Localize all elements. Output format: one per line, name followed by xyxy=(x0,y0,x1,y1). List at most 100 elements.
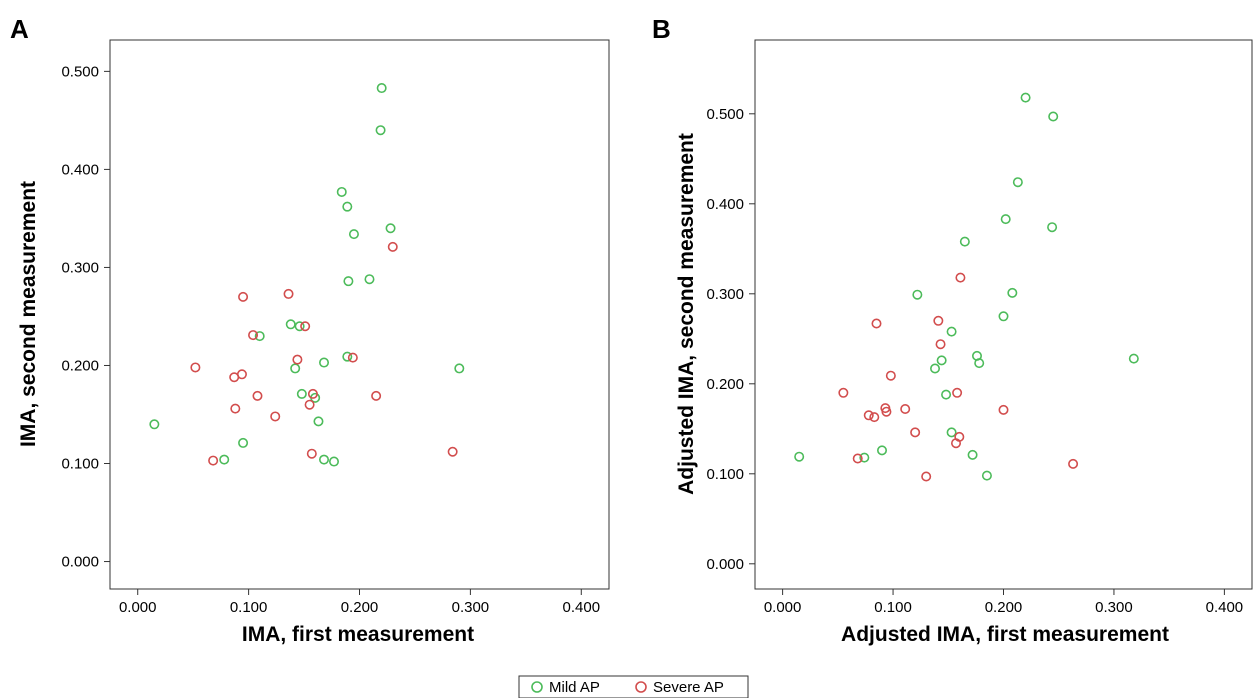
panel-a-point-mild-ap xyxy=(319,454,330,465)
panel-b-point-mild-ap xyxy=(998,311,1009,322)
panel-a-point-mild-ap xyxy=(290,363,301,374)
panel-b-point-mild-ap xyxy=(946,326,957,337)
panel-a-points xyxy=(149,83,465,467)
panel-a-point-severe-ap xyxy=(238,291,249,302)
panel-b-point-severe-ap xyxy=(955,272,966,283)
panel-a-y-axis-title: IMA, second measurement xyxy=(17,181,40,447)
panel-b-y-tick-label: 0.100 xyxy=(706,466,744,483)
panel-b-letter: B xyxy=(652,14,671,44)
panel-a-point-mild-ap xyxy=(285,319,296,330)
panel-b-x-tick-label: 0.200 xyxy=(985,599,1023,616)
panel-a-point-severe-ap xyxy=(387,241,398,252)
panel-b-point-mild-ap xyxy=(974,358,985,369)
panel-b-point-mild-ap xyxy=(1128,353,1139,364)
panel-a-point-mild-ap xyxy=(219,454,230,465)
panel-b-x-tick-label: 0.400 xyxy=(1206,599,1244,616)
panel-a-point-mild-ap xyxy=(254,331,265,342)
panel-a-point-severe-ap xyxy=(190,362,201,373)
panel-b-point-mild-ap xyxy=(1020,92,1031,103)
panel-a-x-tick-label: 0.200 xyxy=(341,599,379,616)
panel-a-point-mild-ap xyxy=(313,416,324,427)
panel-a-y-ticks: 0.000 0.100 0.200 0.300 0.400 0.500 xyxy=(61,63,110,571)
panel-b-point-mild-ap xyxy=(794,451,805,462)
panel-b-point-mild-ap xyxy=(1048,111,1059,122)
panel-b-points xyxy=(794,92,1139,482)
panel-a-point-severe-ap xyxy=(230,403,241,414)
panel-a-point-severe-ap xyxy=(347,352,358,363)
panel-a-point-severe-ap xyxy=(283,288,294,299)
panel-b-y-tick-label: 0.000 xyxy=(706,556,744,573)
panel-a-point-mild-ap xyxy=(385,223,396,234)
panel-b-y-tick-label: 0.200 xyxy=(706,376,744,393)
panel-b-x-tick-label: 0.000 xyxy=(764,599,802,616)
panel-a-point-mild-ap xyxy=(149,419,160,430)
panel-b-point-mild-ap xyxy=(941,389,952,400)
panel-a-y-tick-label: 0.100 xyxy=(61,456,99,473)
panel-b-point-severe-ap xyxy=(863,410,874,421)
panel-a-point-mild-ap xyxy=(342,351,353,362)
panel-a-x-tick-label: 0.400 xyxy=(563,599,601,616)
panel-b-y-axis-title: Adjusted IMA, second measurement xyxy=(675,133,698,495)
panel-a-x-tick-label: 0.100 xyxy=(230,599,268,616)
panel-a-point-mild-ap xyxy=(454,363,465,374)
panel-b-point-mild-ap xyxy=(1007,287,1018,298)
panel-b-x-axis-title: Adjusted IMA, first measurement xyxy=(841,623,1169,646)
panel-b-point-severe-ap xyxy=(885,370,896,381)
panel-a-point-severe-ap xyxy=(371,390,382,401)
panel-b-point-severe-ap xyxy=(838,387,849,398)
panel-b-point-mild-ap xyxy=(981,470,992,481)
panel-a-point-severe-ap xyxy=(252,390,263,401)
panel-b-point-mild-ap xyxy=(959,236,970,247)
panel-a-y-tick-label: 0.400 xyxy=(61,161,99,178)
panel-b-y-ticks: 0.000 0.100 0.200 0.300 0.400 0.500 xyxy=(706,106,755,573)
panel-a-letter: A xyxy=(10,14,29,44)
legend-box xyxy=(518,675,749,698)
panel-a-point-mild-ap xyxy=(343,276,354,287)
panel-b-point-severe-ap xyxy=(1068,458,1079,469)
panel-a-point-severe-ap xyxy=(270,411,281,422)
panel-b-point-mild-ap xyxy=(930,363,941,374)
panel-a-point-severe-ap xyxy=(307,388,318,399)
legend-mild-label: Mild AP xyxy=(549,679,600,696)
panel-a-y-tick-label: 0.300 xyxy=(61,259,99,276)
legend-mild-marker xyxy=(531,681,543,693)
panel-a-y-tick-label: 0.200 xyxy=(61,357,99,374)
panel-a-point-severe-ap xyxy=(248,330,259,341)
panel-b-y-tick-label: 0.500 xyxy=(706,106,744,123)
panel-b-point-mild-ap xyxy=(936,355,947,366)
panel-a-y-tick-label: 0.000 xyxy=(61,554,99,571)
panel-b-point-mild-ap xyxy=(912,289,923,300)
panel-a-point-severe-ap xyxy=(208,455,219,466)
panel-b-point-severe-ap xyxy=(952,387,963,398)
panel-b-point-mild-ap xyxy=(1047,222,1058,233)
panel-b-point-mild-ap xyxy=(859,452,870,463)
panel-a-point-mild-ap xyxy=(376,83,387,94)
panel-b-point-severe-ap xyxy=(852,453,863,464)
panel-b-x-ticks: 0.000 0.100 0.200 0.300 0.400 xyxy=(764,589,1243,616)
panel-b-point-mild-ap xyxy=(1012,177,1023,188)
legend: Mild AP Severe AP xyxy=(518,675,749,698)
panel-a-chart: A 0.000 0.100 0.200 0.300 0.400 0.500 0.000 0.… xyxy=(10,14,610,646)
panel-b-point-severe-ap xyxy=(871,318,882,329)
panel-b-point-severe-ap xyxy=(900,403,911,414)
panel-a-x-ticks: 0.000 0.100 0.200 0.300 0.400 xyxy=(119,589,600,616)
panel-b-point-severe-ap xyxy=(954,431,965,442)
panel-b-point-severe-ap xyxy=(921,471,932,482)
panel-b-y-tick-label: 0.300 xyxy=(706,286,744,303)
panel-b-point-mild-ap xyxy=(967,449,978,460)
panel-a-point-mild-ap xyxy=(342,201,353,212)
panel-b-x-tick-label: 0.300 xyxy=(1095,599,1133,616)
panel-a-point-severe-ap xyxy=(306,448,317,459)
panel-b-point-severe-ap xyxy=(869,412,880,423)
panel-a-x-axis-title: IMA, first measurement xyxy=(242,623,474,646)
panel-a-point-severe-ap xyxy=(304,399,315,410)
panel-a-point-mild-ap xyxy=(296,388,307,399)
legend-severe-label: Severe AP xyxy=(653,679,724,696)
panel-b-point-severe-ap xyxy=(910,427,921,438)
panel-b-point-severe-ap xyxy=(881,406,892,417)
panel-a-y-tick-label: 0.500 xyxy=(61,63,99,80)
panel-a-point-severe-ap xyxy=(292,354,303,365)
panel-b-y-tick-label: 0.400 xyxy=(706,196,744,213)
